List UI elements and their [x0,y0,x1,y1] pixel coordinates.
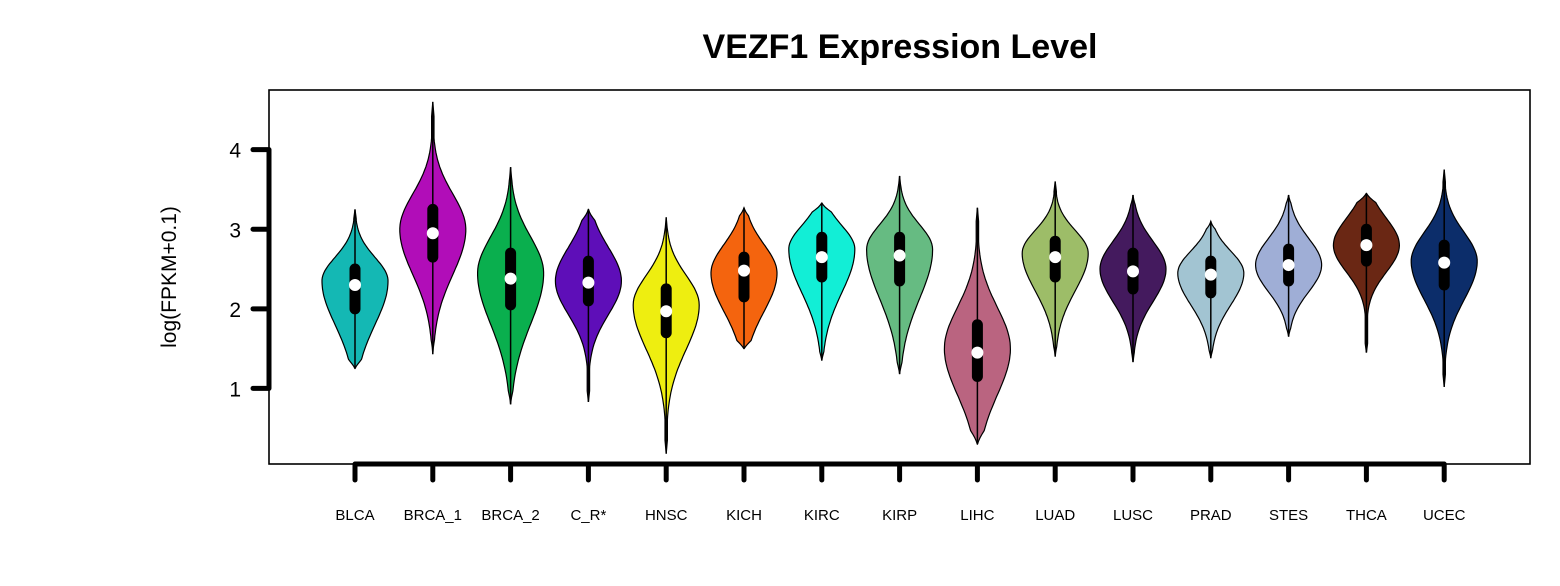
median-point-UCEC [1438,256,1451,269]
median-point-C_R* [582,276,595,289]
median-point-LUAD [1049,251,1062,264]
y-tick-label: 4 [229,140,241,163]
y-tick-label: 1 [229,378,241,401]
median-point-KIRC [815,251,828,264]
x-tick-label: THCA [1346,507,1387,524]
x-tick-label: KIRP [882,507,917,524]
x-tick-label: LIHC [960,507,994,524]
x-axis: BLCA BRCA_1 BRCA_2 C_R* HNSC KICH KIRC KIRP LIHC… [335,461,1466,524]
x-tick-label: LUAD [1035,507,1075,524]
violins [321,101,1478,454]
x-tick-label: KICH [726,507,762,524]
median-point-THCA [1360,239,1373,252]
x-tick-label: BRCA_1 [404,507,462,524]
median-point-BLCA [349,278,361,291]
x-tick-label: UCEC [1423,507,1466,524]
x-tick-label: HNSC [645,507,688,524]
median-point-KICH [738,264,750,277]
median-point-BRCA_2 [504,272,517,285]
x-tick-label: BRCA_2 [481,507,539,524]
x-tick-label: LUSC [1113,507,1153,524]
median-point-PRAD [1204,268,1217,281]
y-tick-label: 2 [229,299,241,322]
median-point-STES [1282,259,1295,272]
median-point-LUSC [1127,265,1139,278]
y-axis-label: log(FPKM+0.1) [158,206,181,348]
median-point-BRCA_1 [426,227,439,240]
y-tick-label: 3 [229,219,241,242]
y-axis: 1 2 3 4 [229,140,272,401]
x-tick-label: C_R* [570,507,606,524]
median-point-HNSC [660,305,673,318]
chart-title: VEZF1 Expression Level [703,28,1098,66]
median-point-LIHC [971,346,984,359]
x-tick-label: BLCA [335,507,374,524]
x-tick-label: PRAD [1190,507,1232,524]
x-tick-label: KIRC [804,507,840,524]
x-tick-label: STES [1269,507,1308,524]
median-point-KIRP [893,249,906,262]
